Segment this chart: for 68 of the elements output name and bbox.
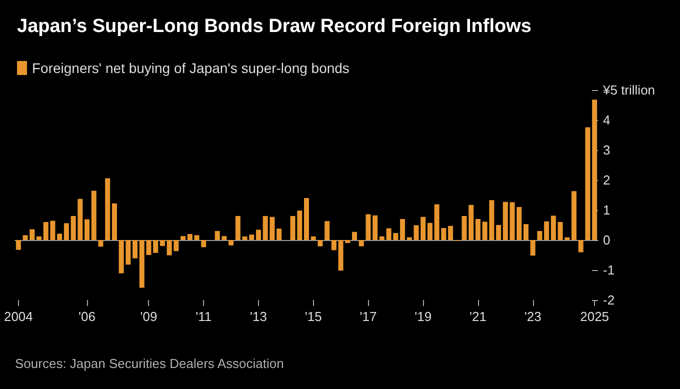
- bar: [160, 240, 165, 246]
- bar: [112, 203, 117, 240]
- bar: [36, 236, 42, 240]
- bar: [91, 190, 96, 240]
- bar: [366, 214, 371, 240]
- x-tick-label: '15: [304, 309, 322, 324]
- bar: [194, 235, 200, 240]
- bar: [530, 240, 536, 256]
- bar: [57, 234, 62, 240]
- x-tick-label: '21: [469, 309, 486, 324]
- bar: [358, 240, 364, 246]
- bar: [16, 240, 21, 250]
- bar: [331, 240, 336, 250]
- bar: [592, 100, 598, 240]
- x-tick-label: 2025: [580, 309, 610, 324]
- bar: [201, 240, 206, 248]
- bar: [64, 223, 69, 240]
- bar: [324, 221, 330, 240]
- bar: [304, 198, 309, 240]
- bar: [496, 225, 502, 240]
- bar: [98, 240, 104, 247]
- bar: [550, 216, 556, 240]
- bar: [372, 215, 378, 240]
- bar: [502, 202, 508, 240]
- bar: [84, 219, 90, 240]
- x-tick-label: 2004: [4, 309, 33, 324]
- x-tick-label: '19: [414, 309, 432, 324]
- bar: [310, 236, 316, 240]
- chart-title: Japan’s Super-Long Bonds Draw Record Foreign Inflows: [17, 16, 532, 37]
- y-tick-label: -1: [603, 262, 615, 278]
- x-tick-label: '11: [196, 309, 212, 324]
- bar: [235, 216, 240, 240]
- y-tick-label: 0: [603, 232, 610, 248]
- x-tick-label: '23: [524, 309, 542, 324]
- y-tick-label: 1: [603, 202, 610, 218]
- y-tick-label: 3: [603, 142, 610, 158]
- bar: [578, 240, 584, 252]
- x-tick-label: '17: [360, 309, 377, 324]
- bar: [180, 236, 186, 240]
- bar: [153, 240, 158, 253]
- bar: [427, 222, 432, 240]
- bar: [523, 224, 528, 240]
- bar: [475, 219, 480, 240]
- bar: [448, 226, 454, 240]
- bar: [187, 234, 192, 240]
- x-tick-label: '06: [78, 309, 96, 324]
- bar: [276, 228, 282, 240]
- y-tick-label: -2: [603, 292, 615, 308]
- bar: [400, 219, 406, 240]
- bar: [318, 240, 323, 246]
- source-note: Sources: Japan Securities Dealers Association: [15, 356, 284, 371]
- bar: [544, 221, 550, 240]
- bar: [537, 231, 542, 240]
- y-tick-label: 2: [603, 172, 610, 188]
- bar: [585, 127, 590, 240]
- bar: [256, 230, 261, 240]
- y-tick-label: 4: [603, 112, 610, 128]
- x-tick-label: '09: [140, 309, 158, 324]
- bar: [228, 240, 234, 246]
- bar: [132, 240, 138, 258]
- bar: [420, 216, 426, 240]
- bar: [379, 236, 384, 240]
- bar: [105, 178, 110, 240]
- x-tick-label: '13: [250, 309, 267, 324]
- bar: [571, 191, 576, 240]
- bar: [352, 232, 358, 240]
- y-tick-label: ¥5 trillion: [602, 82, 656, 98]
- legend-label: Foreigners' net buying of Japan's super-long bonds: [32, 60, 350, 76]
